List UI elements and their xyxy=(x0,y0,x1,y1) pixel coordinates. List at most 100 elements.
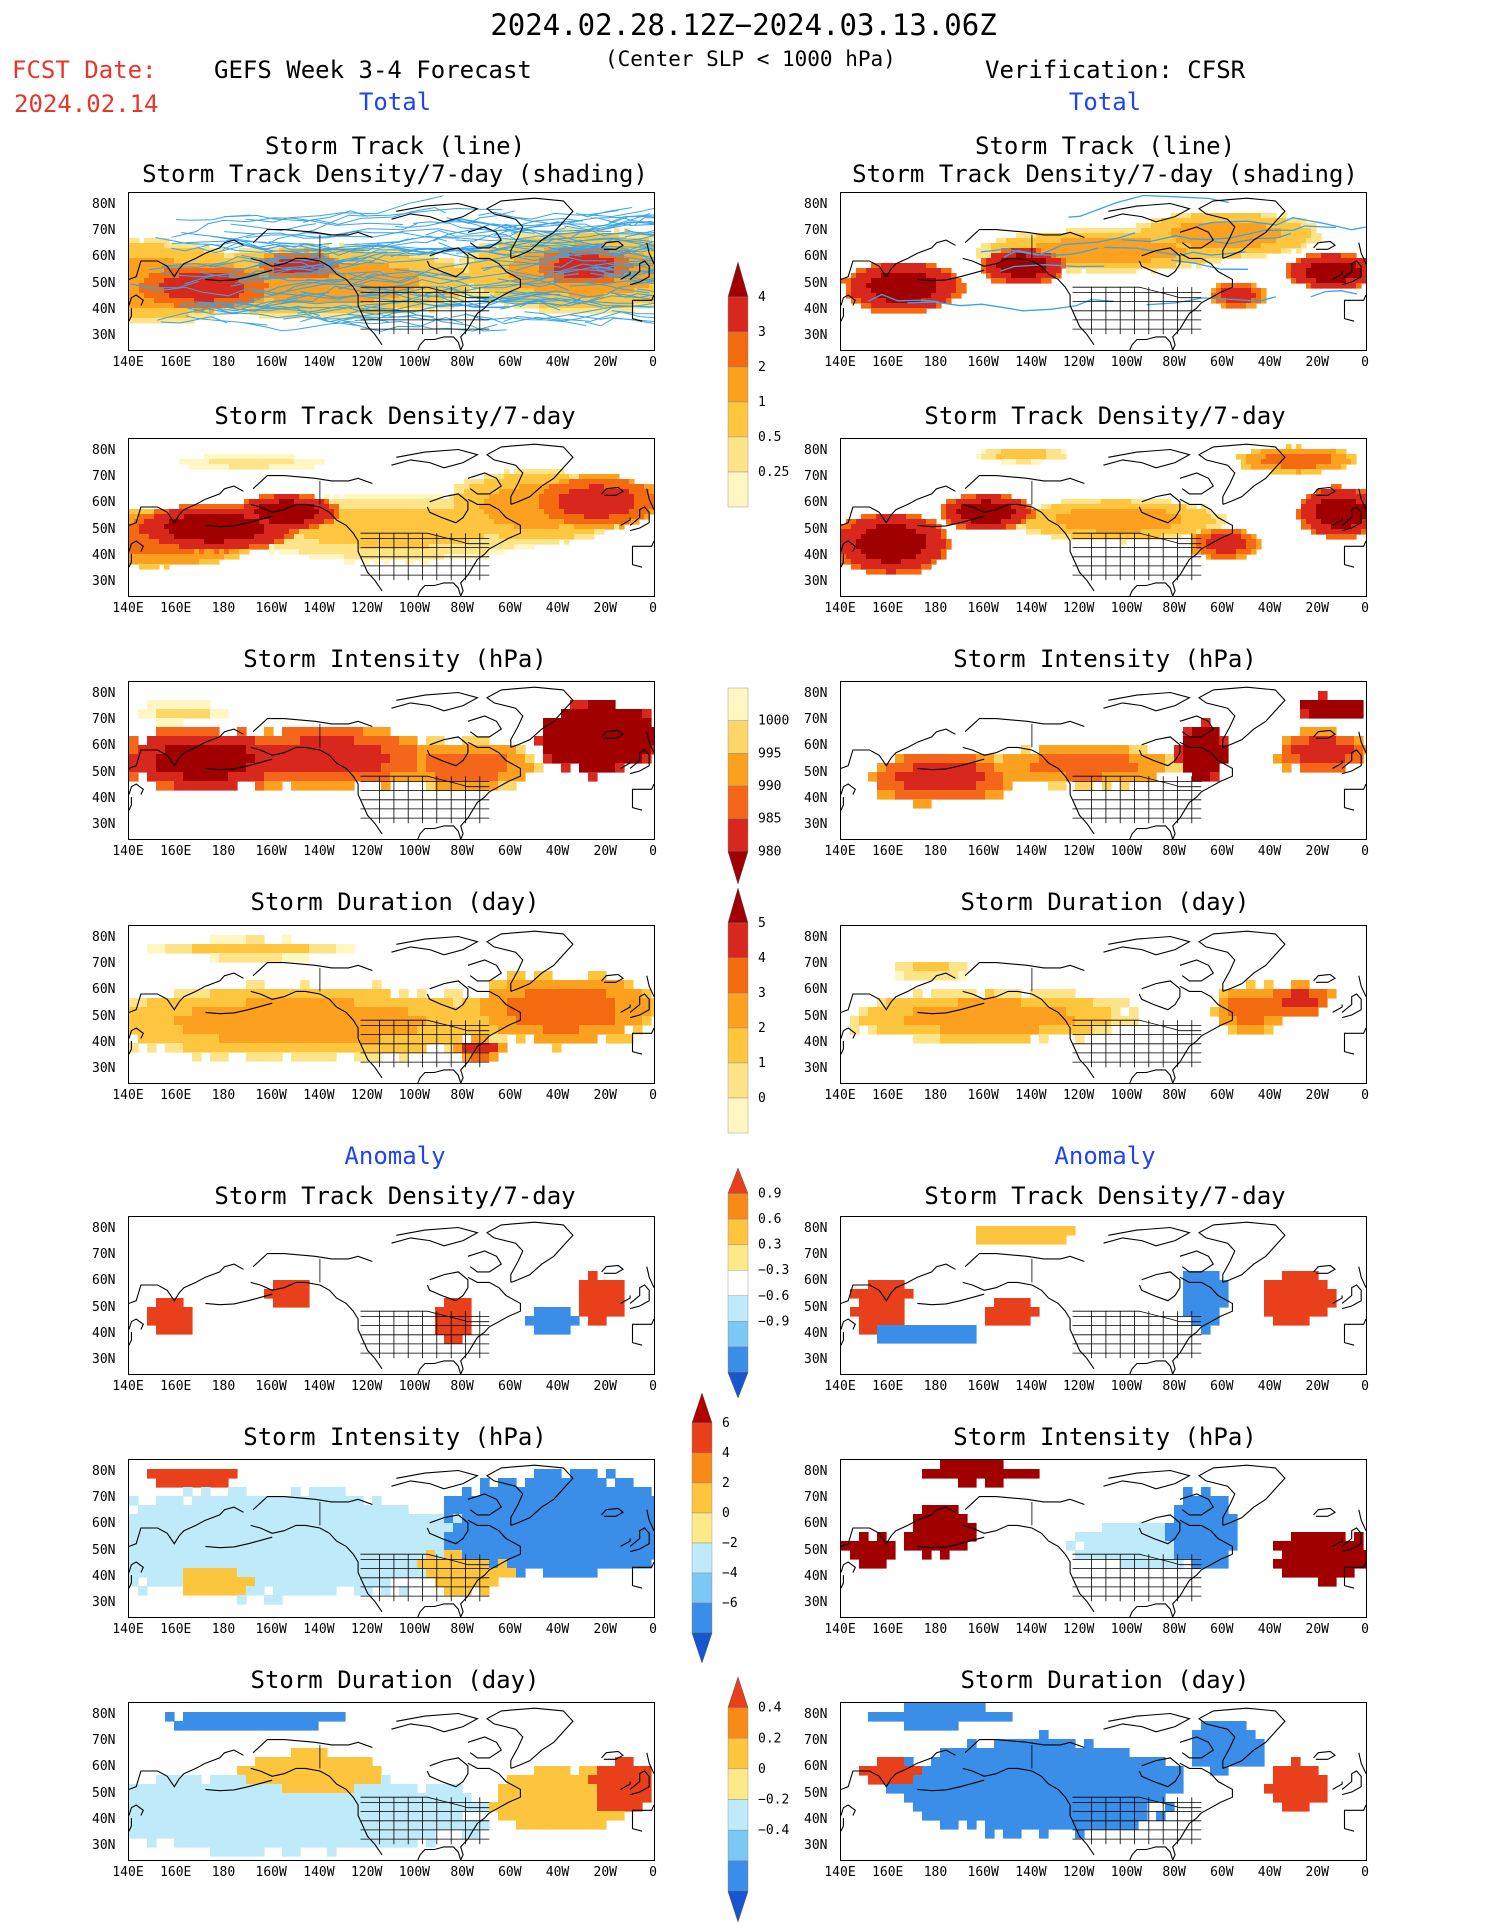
field-cell xyxy=(164,273,170,279)
field-cell xyxy=(896,539,902,545)
field-cell xyxy=(1011,278,1017,284)
field-cell xyxy=(519,479,525,485)
field-cell xyxy=(309,308,315,314)
field-cell xyxy=(244,278,250,284)
field-cell xyxy=(324,243,330,249)
coastline xyxy=(250,503,383,592)
field-cell xyxy=(194,544,200,550)
field-cell xyxy=(1361,489,1366,495)
field-cell xyxy=(996,514,1002,520)
field-cell xyxy=(544,529,550,535)
storm-track-line xyxy=(623,261,654,270)
field-cell xyxy=(209,283,215,289)
field-cell xyxy=(1091,258,1097,264)
field-cell xyxy=(299,524,305,530)
field-cell xyxy=(1046,509,1052,515)
field-cell xyxy=(149,509,155,515)
field-cell xyxy=(309,273,315,279)
field-cell xyxy=(234,268,240,274)
field-cell xyxy=(529,248,535,254)
field-cell xyxy=(1066,514,1072,520)
field-cell xyxy=(514,233,520,239)
field-cell xyxy=(991,519,997,525)
field-cell xyxy=(1131,534,1137,540)
field-cell xyxy=(624,479,630,485)
field-cell xyxy=(891,519,897,525)
field-cell xyxy=(1341,504,1347,510)
field-cell xyxy=(1101,524,1107,530)
field-cell xyxy=(846,544,852,550)
field-cell xyxy=(1141,529,1147,535)
field-cell xyxy=(559,233,565,239)
field-cell xyxy=(174,534,180,540)
field-cell xyxy=(1356,273,1362,279)
field-cell xyxy=(224,308,230,314)
field-cell xyxy=(1051,514,1057,520)
field-cell xyxy=(1211,233,1217,239)
field-cell xyxy=(419,534,425,540)
field-cell xyxy=(614,524,620,530)
field-cell xyxy=(534,474,540,480)
field-cell xyxy=(1321,268,1327,274)
field-cell xyxy=(996,253,1002,259)
field-cell xyxy=(239,263,245,269)
field-cell xyxy=(1151,258,1157,264)
field-cell xyxy=(254,293,260,299)
field-cell xyxy=(1271,213,1277,219)
field-cell xyxy=(1161,529,1167,535)
field-cell xyxy=(1216,534,1222,540)
field-cell xyxy=(459,258,465,264)
field-cell xyxy=(539,509,545,515)
field-cell xyxy=(594,233,600,239)
field-cell xyxy=(359,504,365,510)
field-cell xyxy=(1086,519,1092,525)
field-cell xyxy=(314,544,320,550)
field-cell xyxy=(1356,529,1362,535)
field-cell xyxy=(961,504,967,510)
field-cell xyxy=(524,484,530,490)
field-cell xyxy=(896,283,902,289)
field-cell xyxy=(634,494,640,500)
field-cell xyxy=(264,534,270,540)
lon-tick-label: 80W xyxy=(450,601,474,616)
field-cell xyxy=(404,293,410,299)
field-cell xyxy=(334,499,340,505)
storm-track-line xyxy=(209,237,414,268)
field-cell xyxy=(1091,524,1097,530)
field-cell xyxy=(901,283,907,289)
field-cell xyxy=(1056,268,1062,274)
field-cell xyxy=(424,509,430,515)
field-cell xyxy=(329,524,335,530)
field-cell xyxy=(1306,253,1312,259)
field-cell xyxy=(384,534,390,540)
field-cell xyxy=(1291,469,1297,475)
field-cell xyxy=(154,539,160,545)
field-cell xyxy=(239,534,245,540)
storm-track-line xyxy=(611,310,654,315)
field-cell xyxy=(1031,529,1037,535)
field-cell xyxy=(1056,534,1062,540)
field-cell xyxy=(1291,454,1297,460)
storm-track-line xyxy=(584,317,654,327)
lat-tick-label: 50N xyxy=(804,275,828,291)
field-cell xyxy=(1206,218,1212,224)
field-cell xyxy=(134,318,140,324)
field-cell xyxy=(349,273,355,279)
field-cell xyxy=(329,514,335,520)
field-cell xyxy=(896,514,902,520)
field-cell xyxy=(1211,228,1217,234)
field-cell xyxy=(609,283,615,289)
field-cell xyxy=(604,499,610,505)
field-cell xyxy=(1001,499,1007,505)
coastline xyxy=(629,260,650,286)
field-cell xyxy=(524,273,530,279)
field-cell xyxy=(129,534,135,540)
field-cell xyxy=(459,263,465,269)
field-cell xyxy=(369,283,375,289)
field-cell xyxy=(274,499,280,505)
field-cell xyxy=(559,534,565,540)
field-cell xyxy=(614,288,620,294)
field-cell xyxy=(886,529,892,535)
field-cell xyxy=(554,514,560,520)
field-cell xyxy=(1006,454,1012,460)
